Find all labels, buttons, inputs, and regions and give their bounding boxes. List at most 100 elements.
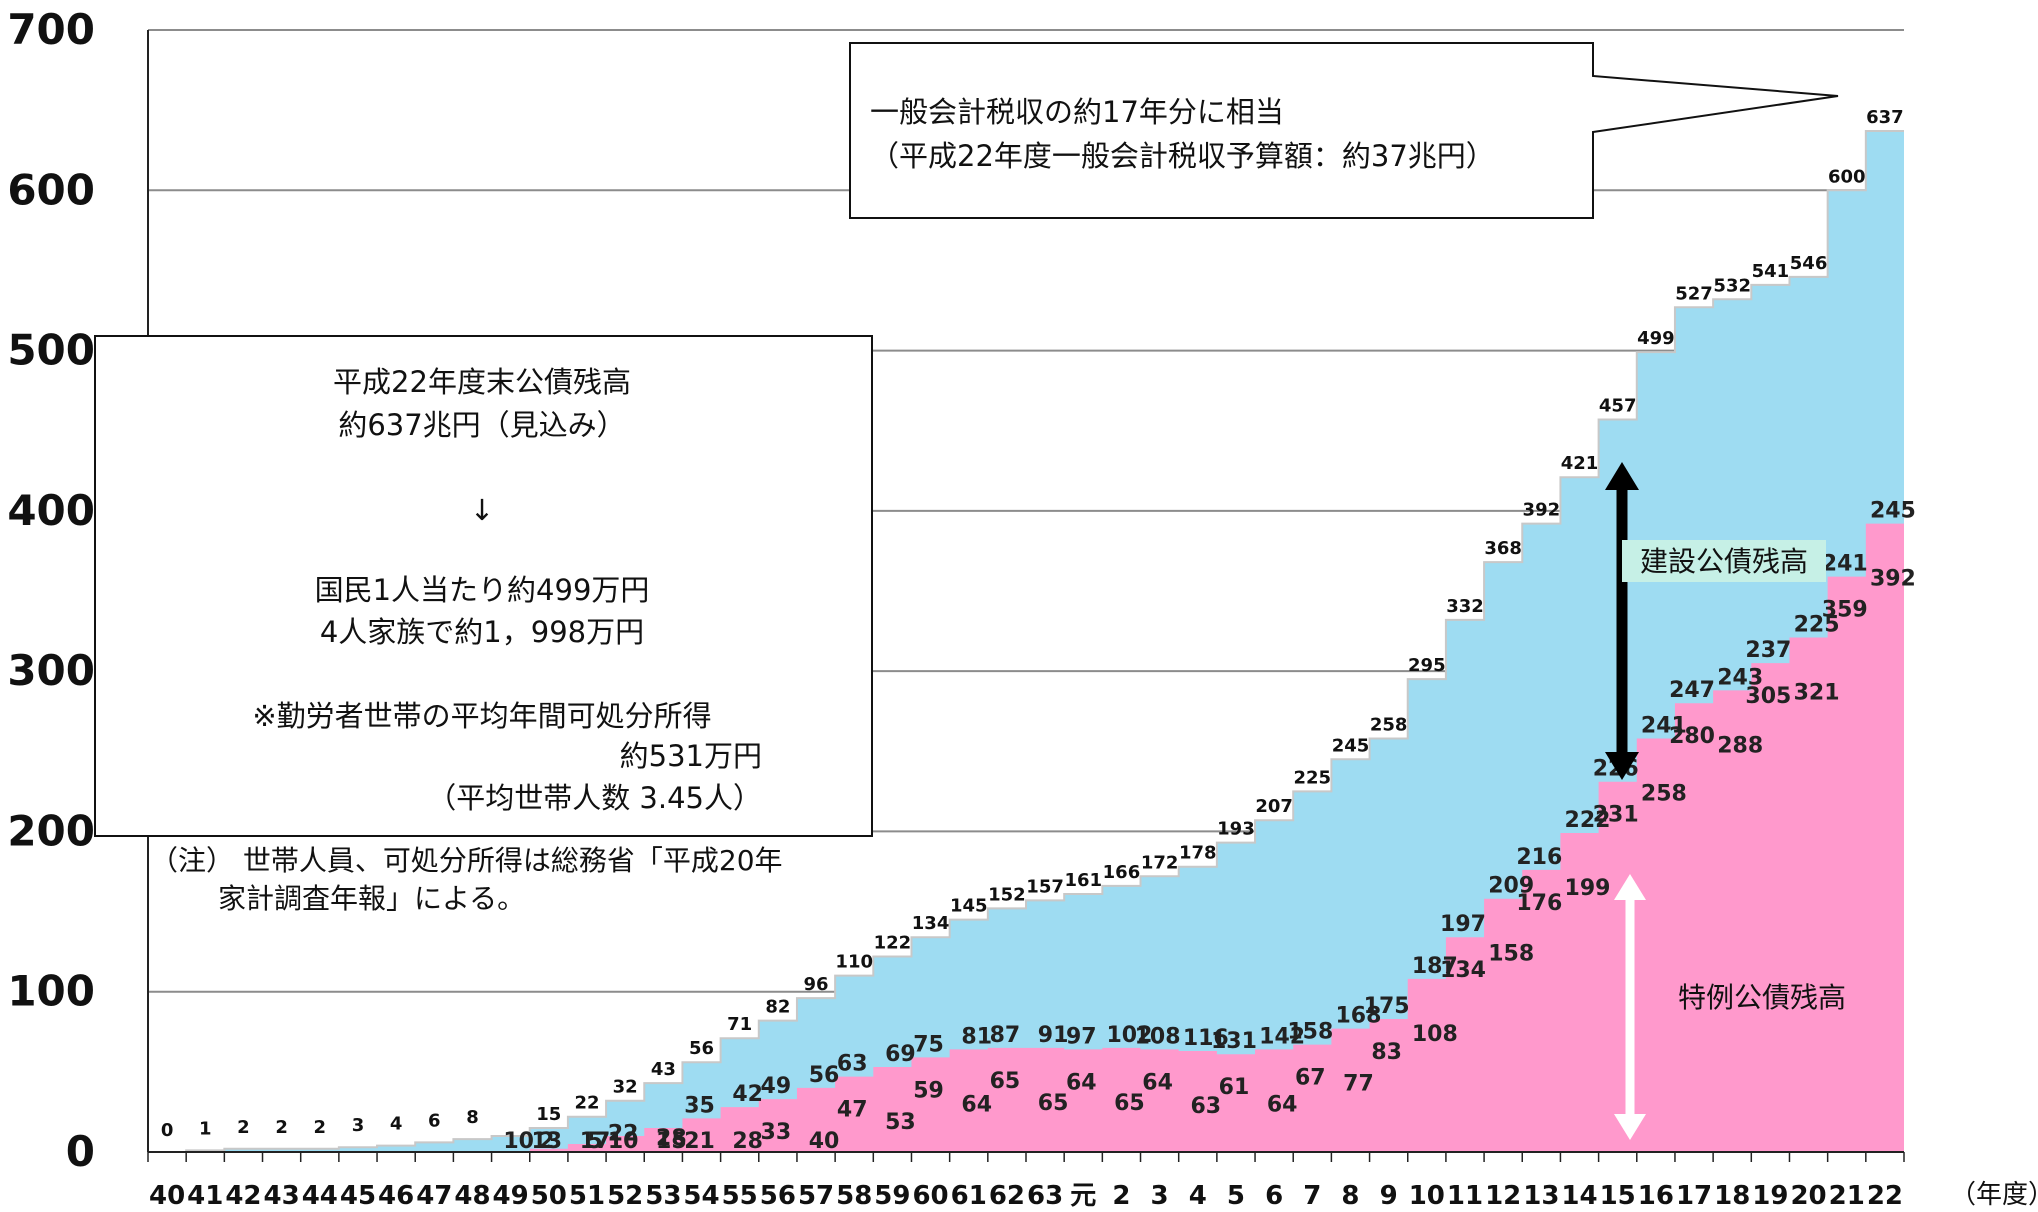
x-tick-label: 43 (264, 1181, 300, 1211)
info-line-7: （平均世帯人数 3.45人） (427, 781, 762, 815)
construction-value-label: 63 (837, 1052, 868, 1077)
construction-value-label: 97 (1066, 1024, 1097, 1049)
special-value-label: 64 (1142, 1070, 1173, 1095)
construction-value-label: 197 (1440, 912, 1486, 937)
special-value-label: 21 (684, 1129, 715, 1154)
total-line (148, 129, 1904, 1153)
total-label: 3 (352, 1115, 365, 1136)
construction-value-label: 158 (1287, 1020, 1333, 1045)
construction-area (148, 130, 1904, 1153)
x-tick-label: 62 (989, 1181, 1025, 1211)
x-tick-label: 19 (1752, 1181, 1788, 1211)
x-tick-label: 11 (1447, 1181, 1483, 1211)
callout: 一般会計税収の約17年分に相当 （平成22年度一般会計税収予算額：約37兆円） (849, 42, 1839, 219)
total-label: 152 (988, 884, 1026, 905)
x-tick-label: 8 (1341, 1181, 1359, 1211)
construction-value-label: 22 (608, 1122, 639, 1147)
data-labels: 0 1 2 2 2 3 4 6 81015132221753222104328155635217… (161, 107, 1916, 1154)
special-value-label: 280 (1669, 724, 1715, 749)
x-tick-label: 44 (302, 1181, 338, 1211)
special-value-label: 63 (1190, 1094, 1221, 1119)
total-label: 499 (1637, 328, 1675, 349)
special-value-label: 64 (1267, 1092, 1298, 1117)
x-tick-label: 51 (569, 1181, 605, 1211)
total-label: 134 (912, 913, 950, 934)
total-label: 258 (1370, 714, 1408, 735)
x-tick-label: 2 (1112, 1181, 1130, 1211)
y-tick-labels: 0 100 200 300 400 500 600 700 (7, 5, 95, 1176)
total-label: 457 (1599, 395, 1637, 416)
construction-value-label: 222 (1565, 808, 1611, 833)
construction-value-label: 13 (532, 1129, 563, 1154)
x-tick-label: 58 (836, 1181, 872, 1211)
construction-label: 建設公債残高 (1640, 545, 1808, 578)
special-value-label: 2 (539, 1129, 554, 1154)
info-line-2: 約637兆円（見込み） (338, 408, 625, 442)
total-label: 56 (689, 1038, 714, 1059)
x-tick-label: 55 (722, 1181, 758, 1211)
special-value-label: 61 (1219, 1075, 1250, 1100)
x-tick-label: 54 (683, 1181, 719, 1211)
total-label: 172 (1141, 852, 1179, 873)
x-tick-label: 18 (1714, 1181, 1750, 1211)
construction-value-label: 216 (1516, 845, 1562, 870)
x-tick-label: 13 (1523, 1181, 1559, 1211)
y-tick-label: 100 (7, 967, 95, 1016)
x-tick-label: 61 (951, 1181, 987, 1211)
total-label: 527 (1675, 283, 1713, 304)
special-value-label: 199 (1565, 876, 1611, 901)
total-label: 82 (765, 997, 790, 1018)
y-tick-label: 500 (7, 326, 95, 375)
construction-value-label: 142 (1259, 1024, 1305, 1049)
total-label: 637 (1866, 107, 1904, 128)
x-tick-label: 60 (912, 1181, 948, 1211)
total-label: 225 (1294, 767, 1332, 788)
construction-value-label: 245 (1870, 499, 1916, 524)
x-tick-label: 17 (1676, 1181, 1712, 1211)
info-line-4: 4人家族で約1，998万円 (320, 615, 644, 649)
info-box-frame (94, 335, 873, 837)
total-label: 193 (1217, 819, 1255, 840)
special-value-label: 10 (608, 1129, 639, 1154)
total-label: 4 (390, 1114, 403, 1135)
y-tick-label: 600 (7, 165, 95, 214)
x-tick-label: 22 (1867, 1181, 1903, 1211)
x-tick-label: 56 (760, 1181, 796, 1211)
info-line-3: 国民1人当たり約499万円 (315, 573, 650, 607)
x-tick-label: 52 (607, 1181, 643, 1211)
construction-value-label: 49 (761, 1074, 792, 1099)
total-label: 2 (314, 1117, 327, 1138)
construction-value-label: 17 (580, 1129, 611, 1154)
x-tick-label: 3 (1151, 1181, 1169, 1211)
x-tick-label: 15 (1600, 1181, 1636, 1211)
construction-value-label: 56 (809, 1063, 840, 1088)
special-area (148, 523, 1904, 1152)
construction-value-label: 35 (684, 1093, 715, 1118)
x-tick-label: 47 (416, 1181, 452, 1211)
total-label: 110 (835, 952, 873, 973)
special-value-label: 108 (1412, 1022, 1458, 1047)
construction-value-label: 102 (1106, 1023, 1152, 1048)
y-tick-label: 400 (7, 486, 95, 535)
info-line-1: 平成22年度末公債残高 (333, 365, 631, 399)
special-value-label: 40 (809, 1129, 840, 1154)
special-value-label: 77 (1343, 1072, 1374, 1097)
total-label: 295 (1408, 655, 1446, 676)
callout-line-1: 一般会計税収の約17年分に相当 (870, 95, 1284, 129)
special-value-label: 134 (1440, 958, 1486, 983)
y-tick-label: 300 (7, 646, 95, 695)
total-label: 145 (950, 896, 988, 917)
construction-value-label: 209 (1488, 874, 1534, 899)
area-series (148, 129, 1904, 1153)
special-value-label: 231 (1593, 803, 1639, 828)
x-tick-label: 48 (454, 1181, 490, 1211)
special-value-label: 392 (1870, 567, 1916, 592)
total-label: 421 (1561, 453, 1599, 474)
construction-value-label: 243 (1717, 665, 1763, 690)
construction-value-label: 116 (1183, 1026, 1229, 1051)
construction-value-label: 247 (1669, 678, 1715, 703)
construction-value-label: 69 (885, 1042, 916, 1067)
x-tick-label: 21 (1829, 1181, 1865, 1211)
x-tick-label: 7 (1303, 1181, 1321, 1211)
y-tick-label: 0 (66, 1127, 95, 1176)
